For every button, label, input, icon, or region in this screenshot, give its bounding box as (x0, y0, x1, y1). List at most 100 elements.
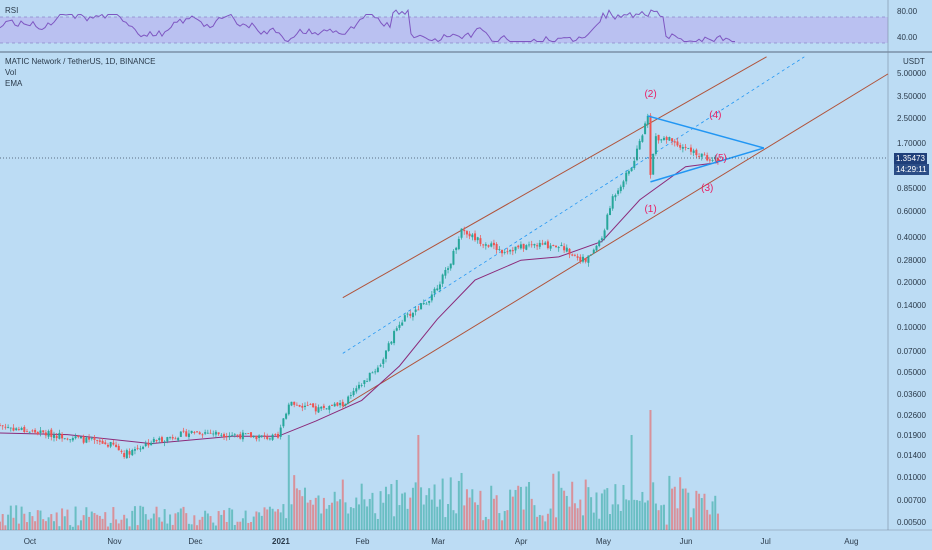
volume-bar (652, 482, 655, 530)
candle-body (519, 244, 522, 249)
volume-bar (314, 497, 317, 530)
volume-bar (592, 512, 595, 530)
candle-body (474, 233, 477, 241)
candle-body (347, 396, 350, 404)
candle-body (4, 426, 7, 428)
candle-body (363, 380, 366, 384)
candle-body (47, 430, 50, 437)
volume-bar (490, 485, 493, 530)
volume-bar (433, 484, 436, 530)
candle-body (174, 438, 177, 440)
price-tick: 0.00700 (897, 496, 926, 506)
volume-bar (401, 493, 404, 530)
volume-bar (595, 492, 598, 530)
volume-bar (212, 522, 215, 530)
candle-body (190, 430, 193, 433)
candle-body (471, 234, 474, 238)
candle-body (0, 425, 1, 427)
volume-bar (179, 508, 182, 530)
candle-body (716, 157, 719, 162)
volume-bar (128, 526, 131, 530)
volume-bar (395, 479, 398, 530)
volume-bar (538, 514, 541, 530)
candle-body (147, 442, 150, 446)
volume-bar (239, 521, 242, 530)
indicator-vol[interactable]: Vol (5, 68, 17, 77)
indicator-ema[interactable]: EMA (5, 79, 23, 88)
candle-body (660, 139, 663, 141)
candle-body (530, 244, 533, 246)
candle-body (428, 300, 431, 303)
time-tick: Jun (679, 537, 693, 546)
volume-bar (549, 508, 552, 530)
channel-lines (342, 56, 889, 408)
volume-bar (501, 520, 504, 530)
volume-bar (474, 502, 477, 530)
volume-bar (579, 499, 582, 530)
wave-label: (3) (701, 183, 714, 195)
candle-body (649, 115, 652, 175)
symbol-title[interactable]: MATIC Network / TetherUS, 1D, BINANCE (5, 57, 156, 66)
volume-bar (142, 506, 145, 530)
candle-body (501, 249, 504, 254)
volume-bar (55, 512, 58, 530)
volume-bar (104, 512, 107, 530)
candle-body (549, 245, 552, 249)
candle-body (31, 430, 34, 432)
candle-body (344, 403, 347, 406)
volume-bar (665, 524, 668, 530)
volume-bar (438, 499, 441, 530)
candle-body (422, 303, 425, 305)
volume-bar (293, 475, 296, 530)
candle-body (209, 432, 212, 434)
volume-bar (74, 506, 77, 530)
volume-bar (714, 495, 717, 530)
candle-body (492, 242, 495, 246)
price-tick: 0.05000 (897, 368, 926, 378)
volume-bar (231, 509, 234, 530)
volume-bar (185, 513, 188, 530)
price-tick: 0.07000 (897, 346, 926, 356)
volume-bar (503, 511, 506, 530)
candle-body (433, 288, 436, 294)
volume-bar (169, 514, 172, 530)
volume-bar (247, 522, 250, 530)
volume-bar (611, 504, 614, 530)
volume-bar (298, 490, 301, 530)
candle-body (714, 156, 717, 160)
volume-bar (0, 521, 1, 530)
volume-bar (82, 515, 85, 530)
volume-bar (268, 506, 271, 530)
candle-body (98, 440, 101, 442)
candle-body (684, 146, 687, 148)
candle-body (487, 245, 490, 247)
volume-bar (673, 486, 676, 530)
volume-bar (657, 510, 660, 530)
volume-bar (482, 520, 485, 530)
volume-bar (703, 493, 706, 530)
volume-bar (333, 491, 336, 530)
volume-bar (571, 481, 574, 530)
candle-body (287, 404, 290, 415)
candle-body (600, 238, 603, 241)
candle-body (106, 444, 109, 447)
candle-body (36, 431, 39, 435)
candle-body (150, 442, 153, 446)
volume-bar (61, 508, 64, 530)
volume-bar (495, 495, 498, 530)
volume-bar (47, 517, 50, 530)
volume-bar (436, 506, 439, 530)
candle-body (341, 401, 344, 406)
volume-bar (360, 483, 363, 530)
candle-body (7, 426, 10, 428)
candle-body (506, 251, 509, 253)
candle-body (654, 136, 657, 154)
volume-bar (455, 513, 458, 530)
price-tick: 0.01400 (897, 451, 926, 461)
candle-body (120, 450, 123, 452)
candle-body (303, 405, 306, 407)
volume-bar (541, 515, 544, 530)
volume-bar (552, 473, 555, 530)
candle-body (614, 195, 617, 198)
